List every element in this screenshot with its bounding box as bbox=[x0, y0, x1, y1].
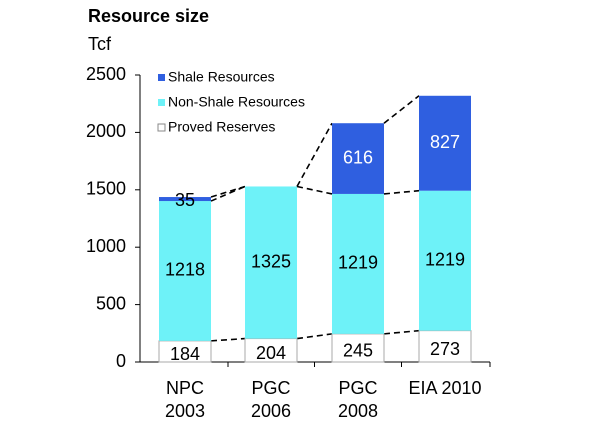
x-tick-label: EIA 2010 bbox=[408, 378, 481, 398]
data-label: 1219 bbox=[425, 249, 465, 269]
data-label: 1219 bbox=[338, 253, 378, 273]
bar-segment bbox=[159, 201, 211, 341]
connector bbox=[296, 185, 333, 195]
y-tick-label: 2500 bbox=[86, 64, 126, 84]
connector bbox=[210, 185, 246, 202]
data-label: 1325 bbox=[251, 251, 291, 271]
bar-segment bbox=[245, 186, 297, 339]
connector bbox=[296, 333, 333, 340]
y-tick-label: 0 bbox=[116, 351, 126, 371]
x-tick-label: PGC bbox=[338, 378, 377, 398]
legend-swatch bbox=[158, 74, 165, 81]
bar-segment bbox=[159, 197, 211, 202]
y-tick-label: 1500 bbox=[86, 179, 126, 199]
connector bbox=[383, 329, 420, 335]
bar-segment bbox=[331, 333, 385, 363]
y-tick-label: 2000 bbox=[86, 121, 126, 141]
bar-segment bbox=[419, 95, 471, 191]
connector bbox=[383, 95, 420, 124]
connector bbox=[210, 185, 246, 198]
y-tick-label: 1000 bbox=[86, 236, 126, 256]
data-label: 827 bbox=[430, 132, 460, 152]
connector bbox=[383, 189, 420, 195]
bar-segment bbox=[419, 190, 471, 331]
data-label: 245 bbox=[343, 341, 373, 361]
legend-label: Non-Shale Resources bbox=[168, 94, 305, 110]
data-label: 184 bbox=[170, 344, 200, 364]
legend-swatch bbox=[158, 99, 165, 106]
data-label: 616 bbox=[343, 147, 373, 167]
data-label: 35 bbox=[175, 190, 195, 210]
x-tick-label: 2006 bbox=[251, 401, 291, 421]
x-tick-label: NPC bbox=[166, 378, 204, 398]
y-tick-label: 500 bbox=[96, 293, 126, 313]
x-tick-label: 2003 bbox=[165, 401, 205, 421]
x-tick-label: 2008 bbox=[338, 401, 378, 421]
data-label: 1218 bbox=[165, 260, 205, 280]
data-label: 273 bbox=[430, 339, 460, 359]
data-label: 204 bbox=[256, 343, 286, 363]
bar-segment bbox=[332, 193, 384, 334]
bar-segment bbox=[332, 123, 384, 194]
legend-label: Shale Resources bbox=[168, 69, 275, 85]
x-tick-label: PGC bbox=[251, 378, 290, 398]
connector bbox=[296, 122, 333, 187]
chart-subtitle: Tcf bbox=[88, 34, 112, 54]
legend-swatch bbox=[157, 123, 166, 132]
legend-label: Proved Reserves bbox=[168, 119, 275, 135]
connector bbox=[210, 337, 246, 342]
chart-title: Resource size bbox=[88, 6, 209, 26]
